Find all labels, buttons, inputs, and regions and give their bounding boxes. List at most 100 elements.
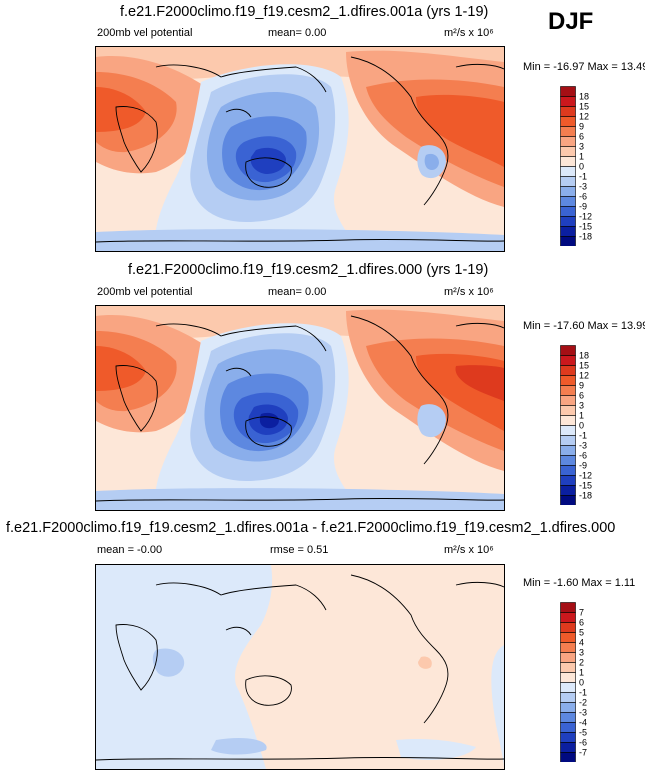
colorbar-box — [560, 662, 576, 673]
panel-3-rmse-label: rmse = 0.51 — [270, 544, 329, 556]
colorbar-box — [560, 602, 576, 613]
colorbar-tick-label: 2 — [579, 658, 584, 668]
colorbar-tick-label: 1 — [579, 411, 584, 421]
colorbar-tick-label: -3 — [579, 441, 587, 451]
colorbar-tick-label: -1 — [579, 688, 587, 698]
colorbar-box — [560, 435, 576, 446]
colorbar-box — [560, 116, 576, 127]
colorbar-box — [560, 345, 576, 356]
colorbar-tick-label: 3 — [579, 401, 584, 411]
colorbar-tick-label: -7 — [579, 748, 587, 758]
colorbar-box — [560, 146, 576, 157]
panel-3-units-label: m²/s x 10⁶ — [444, 544, 494, 556]
colorbar-box — [560, 612, 576, 623]
colorbar-box — [560, 622, 576, 633]
colorbar-tick-label: -6 — [579, 738, 587, 748]
colorbar-box — [560, 226, 576, 237]
colorbar-box — [560, 96, 576, 107]
colorbar-tick-label: 5 — [579, 628, 584, 638]
panel-2-map — [95, 305, 505, 511]
panel-2-title: f.e21.F2000climo.f19_f19.cesm2_1.dfires.… — [128, 262, 489, 278]
colorbar-tick-label: -9 — [579, 461, 587, 471]
colorbar-box — [560, 176, 576, 187]
panel-2-minmax-label: Min = -17.60 Max = 13.99 — [523, 320, 645, 332]
season-label: DJF — [548, 8, 594, 35]
colorbar-box — [560, 445, 576, 456]
colorbar-tick-label: -9 — [579, 202, 587, 212]
colorbar-box — [560, 652, 576, 663]
colorbar-tick-label: -12 — [579, 471, 592, 481]
colorbar-tick-label: 7 — [579, 608, 584, 618]
colorbar-box — [560, 156, 576, 167]
colorbar-tick-label: -18 — [579, 232, 592, 242]
colorbar-box — [560, 495, 576, 506]
colorbar-box — [560, 405, 576, 416]
panel-3-title: f.e21.F2000climo.f19_f19.cesm2_1.dfires.… — [6, 520, 616, 536]
colorbar-box — [560, 395, 576, 406]
colorbar-box — [560, 415, 576, 426]
colorbar-box — [560, 712, 576, 723]
colorbar-box — [560, 355, 576, 366]
colorbar-box — [560, 206, 576, 217]
colorbar-box — [560, 136, 576, 147]
colorbar-box — [560, 672, 576, 683]
colorbar-box — [560, 385, 576, 396]
colorbar-tick-label: -18 — [579, 491, 592, 501]
colorbar-tick-label: -5 — [579, 728, 587, 738]
colorbar-tick-label: 6 — [579, 391, 584, 401]
panel-3-colorbar: 7 6 5 4 3 2 1 0 -1 -2 -3 -4 -5 -6 -7 — [560, 602, 610, 767]
colorbar-tick-label: -3 — [579, 182, 587, 192]
colorbar-tick-label: 6 — [579, 132, 584, 142]
colorbar-box — [560, 236, 576, 247]
colorbar-box — [560, 732, 576, 743]
colorbar-tick-label: 15 — [579, 361, 589, 371]
panel-1-units-label: m²/s x 10⁶ — [444, 27, 494, 39]
colorbar-box — [560, 742, 576, 753]
colorbar-tick-label: 12 — [579, 112, 589, 122]
colorbar-box — [560, 642, 576, 653]
colorbar-box — [560, 722, 576, 733]
colorbar-box — [560, 485, 576, 496]
colorbar-tick-label: 4 — [579, 638, 584, 648]
colorbar-tick-label: 1 — [579, 152, 584, 162]
colorbar-tick-label: 3 — [579, 142, 584, 152]
colorbar-box — [560, 196, 576, 207]
colorbar-box — [560, 632, 576, 643]
colorbar-tick-label: 6 — [579, 618, 584, 628]
colorbar-box — [560, 166, 576, 177]
colorbar-tick-label: -6 — [579, 192, 587, 202]
panel-1-minmax-label: Min = -16.97 Max = 13.49 — [523, 61, 645, 73]
colorbar-tick-label: -1 — [579, 172, 587, 182]
colorbar-box — [560, 126, 576, 137]
colorbar-box — [560, 682, 576, 693]
colorbar-tick-label: 0 — [579, 421, 584, 431]
colorbar-box — [560, 86, 576, 97]
panel-2-units-label: m²/s x 10⁶ — [444, 286, 494, 298]
colorbar-tick-label: 18 — [579, 351, 589, 361]
colorbar-tick-label: 12 — [579, 371, 589, 381]
colorbar-box — [560, 475, 576, 486]
colorbar-box — [560, 425, 576, 436]
panel-3-map — [95, 564, 505, 770]
colorbar-tick-label: 9 — [579, 122, 584, 132]
colorbar-box — [560, 455, 576, 466]
colorbar-tick-label: -15 — [579, 222, 592, 232]
colorbar-tick-label: 0 — [579, 162, 584, 172]
colorbar-tick-label: 15 — [579, 102, 589, 112]
colorbar-tick-label: -12 — [579, 212, 592, 222]
colorbar-tick-label: 18 — [579, 92, 589, 102]
colorbar-tick-label: 1 — [579, 668, 584, 678]
colorbar-box — [560, 365, 576, 376]
panel-1-title: f.e21.F2000climo.f19_f19.cesm2_1.dfires.… — [120, 4, 489, 20]
colorbar-tick-label: 0 — [579, 678, 584, 688]
panel-1-map — [95, 46, 505, 252]
colorbar-box — [560, 692, 576, 703]
panel-1-mean-label: mean= 0.00 — [268, 27, 327, 39]
panel-2-contour-field — [96, 306, 504, 510]
panel-1-colorbar: 18 15 12 9 6 3 1 0 -1 -3 -6 -9 -12 -15 -18 — [560, 86, 610, 251]
colorbar-tick-label: 3 — [579, 648, 584, 658]
colorbar-box — [560, 702, 576, 713]
